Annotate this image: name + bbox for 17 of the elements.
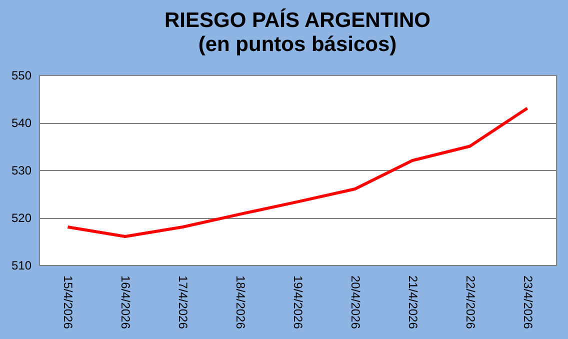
x-tick-label: 15/4/2026 <box>61 276 76 330</box>
y-tick-label: 540 <box>11 116 32 130</box>
y-tick-label: 520 <box>11 211 32 225</box>
chart-subtitle: (en puntos básicos) <box>198 33 397 56</box>
x-tick-label: 23/4/2026 <box>520 276 535 330</box>
y-tick-label: 530 <box>11 164 32 178</box>
y-tick-label: 550 <box>11 68 32 82</box>
x-tick-label: 20/4/2026 <box>348 276 362 330</box>
x-tick-label: 22/4/2026 <box>463 276 478 330</box>
line-series <box>66 106 529 238</box>
x-tick-label: 16/4/2026 <box>118 276 133 330</box>
x-tick-label: 19/4/2026 <box>291 276 305 330</box>
chart-title: RIESGO PAÍS ARGENTINO <box>164 8 431 32</box>
y-tick-label: 510 <box>11 258 32 272</box>
x-tick-label: 17/4/2026 <box>176 276 190 330</box>
x-tick-label: 21/4/2026 <box>406 276 420 330</box>
x-tick-label: 18/4/2026 <box>234 276 248 330</box>
